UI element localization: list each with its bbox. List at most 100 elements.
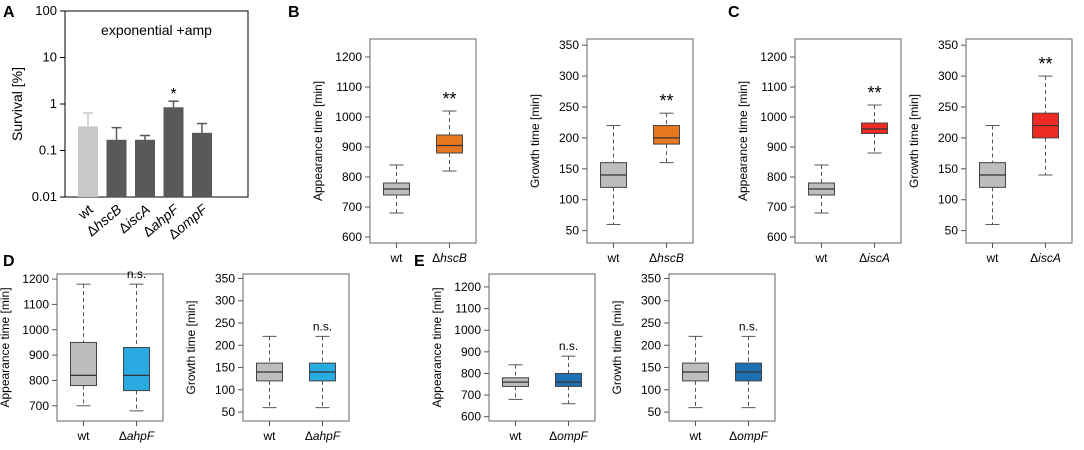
significance-mark: n.s.: [313, 319, 332, 333]
plot-frame: [965, 38, 1073, 244]
y-tick-label: 350: [938, 38, 958, 52]
x-tick-label-name: ompF: [557, 429, 588, 443]
legend-text: exponential +amp: [101, 22, 212, 38]
y-tick-label: 1200: [760, 50, 787, 64]
box-iscA: [861, 122, 888, 134]
y-tick-label: 150: [215, 361, 235, 375]
y-tick-label: 200: [641, 338, 661, 352]
y-tick-label: 300: [641, 294, 661, 308]
significance-mark: *: [170, 86, 176, 103]
x-tick-label-name: wt: [607, 251, 621, 265]
significance-mark: **: [867, 83, 881, 103]
x-tick-label: wt: [607, 251, 621, 265]
box-hscB: [436, 134, 463, 154]
y-tick-label: 200: [559, 131, 579, 145]
y-tick-label: 150: [641, 361, 661, 375]
y-tick-label: 700: [461, 388, 481, 402]
y-axis-label: Appearance time [min]: [430, 287, 444, 407]
y-tick-label: 1100: [23, 297, 49, 311]
x-tick-label-name: wt: [263, 429, 277, 443]
x-tick-label-name: iscA: [1038, 251, 1061, 265]
chart-c2: 50 100 150 200 250 300 350 Growth time [min] wt Δ…: [907, 38, 1073, 265]
x-tick-label-name: ompF: [172, 200, 211, 236]
x-tick-label-name: wt: [77, 429, 91, 443]
significance-mark: **: [1038, 54, 1052, 74]
box-wt: [70, 341, 97, 387]
panel-label-a: A: [3, 4, 15, 21]
y-tick-label: 600: [342, 230, 362, 244]
y-tick-label: 900: [29, 348, 49, 362]
y-tick-label: 100: [641, 383, 661, 397]
significance-mark: n.s.: [127, 267, 146, 281]
y-tick-label: 1200: [22, 272, 49, 286]
bar-ahpF: [163, 107, 184, 197]
chart-d1: 700 800 900 1000 1100 1200 Appearance time [mi…: [0, 267, 164, 443]
chart-e2: 50 100 150 200 250 300 350 Growth time [min] wt Δ…: [610, 271, 776, 443]
bar-ompF: [192, 132, 212, 197]
y-tick-label: 1200: [454, 280, 481, 294]
bar-iscA: [135, 139, 155, 197]
chart-b1: 600 700 800 900 1000 1100 1200 Appearance time …: [311, 38, 477, 265]
y-tick-label: 300: [938, 69, 958, 83]
y-tick-label: 350: [215, 271, 235, 285]
chart-e1: 600 700 800 900 1000 1100 1200 Appearance time …: [430, 273, 596, 443]
box-ompF: [555, 372, 582, 387]
y-tick-label: 1100: [761, 80, 787, 94]
y-tick-label: 1000: [335, 110, 362, 124]
y-tick-label: 1000: [760, 110, 787, 124]
y-tick-label: 150: [559, 162, 579, 176]
x-tick-label-name: iscA: [867, 251, 890, 265]
bar-hscB: [106, 139, 127, 197]
plot-frame: [794, 38, 902, 244]
x-tick-label: wt: [689, 429, 703, 443]
significance-mark: n.s.: [739, 319, 758, 333]
x-tick-label-prefix: Δ: [432, 251, 440, 265]
y-tick-label: 350: [641, 271, 661, 285]
x-tick-label-prefix: Δ: [119, 429, 127, 443]
x-tick-label-name: wt: [509, 429, 523, 443]
y-tick-label: 1000: [22, 323, 49, 337]
y-axis-label: Growth time [min]: [610, 300, 624, 394]
box-hscB: [653, 125, 680, 145]
y-tick-label: 250: [559, 100, 579, 114]
y-tick-label: 100: [215, 383, 235, 397]
y-axis-label: Appearance time [min]: [0, 287, 12, 407]
chart-d2: 50 100 150 200 250 300 350 Growth time [min] wt Δ…: [184, 271, 350, 443]
y-tick-label: 0.1: [39, 143, 57, 158]
x-tick-label-name: wt: [689, 429, 703, 443]
x-tick-label-prefix: Δ: [305, 429, 313, 443]
plot-frame: [488, 273, 596, 422]
significance-mark: n.s.: [559, 339, 578, 353]
y-tick-label: 50: [648, 405, 662, 419]
y-tick-label: 10: [43, 50, 57, 65]
chart-c1: 600 700 800 900 1000 1100 1200 Appearance time …: [736, 38, 902, 265]
x-tick-label-name: ahpF: [127, 429, 155, 443]
y-tick-label: 250: [641, 316, 661, 330]
significance-mark: **: [659, 91, 673, 111]
y-axis-label: Appearance time [min]: [311, 81, 325, 201]
y-tick-label: 50: [566, 224, 580, 238]
y-tick-label: 1000: [454, 323, 481, 337]
x-tick-label-prefix: Δ: [859, 251, 867, 265]
x-tick-label: wt: [509, 429, 523, 443]
y-tick-label: 100: [35, 3, 57, 18]
x-tick-label: wt: [263, 429, 277, 443]
panel-label-b: B: [288, 4, 300, 21]
y-tick-label: 300: [215, 294, 235, 308]
x-tick-label: wt: [986, 251, 1000, 265]
panel-label-e: E: [414, 253, 425, 270]
x-tick-label-name: ompF: [737, 429, 768, 443]
y-tick-label: 300: [559, 69, 579, 83]
y-tick-label: 200: [215, 338, 235, 352]
x-tick-label: ΔiscA: [1030, 251, 1061, 265]
y-tick-label: 800: [342, 170, 362, 184]
y-tick-label: 700: [342, 200, 362, 214]
bar-wt: [78, 126, 98, 197]
x-tick-label-name: hscB: [657, 251, 684, 265]
x-tick-label: ΔhscB: [649, 251, 684, 265]
y-tick-label: 700: [767, 200, 787, 214]
y-tick-label: 900: [342, 140, 362, 154]
x-tick-label-name: ahpF: [313, 429, 341, 443]
x-tick-label: wt: [390, 251, 404, 265]
